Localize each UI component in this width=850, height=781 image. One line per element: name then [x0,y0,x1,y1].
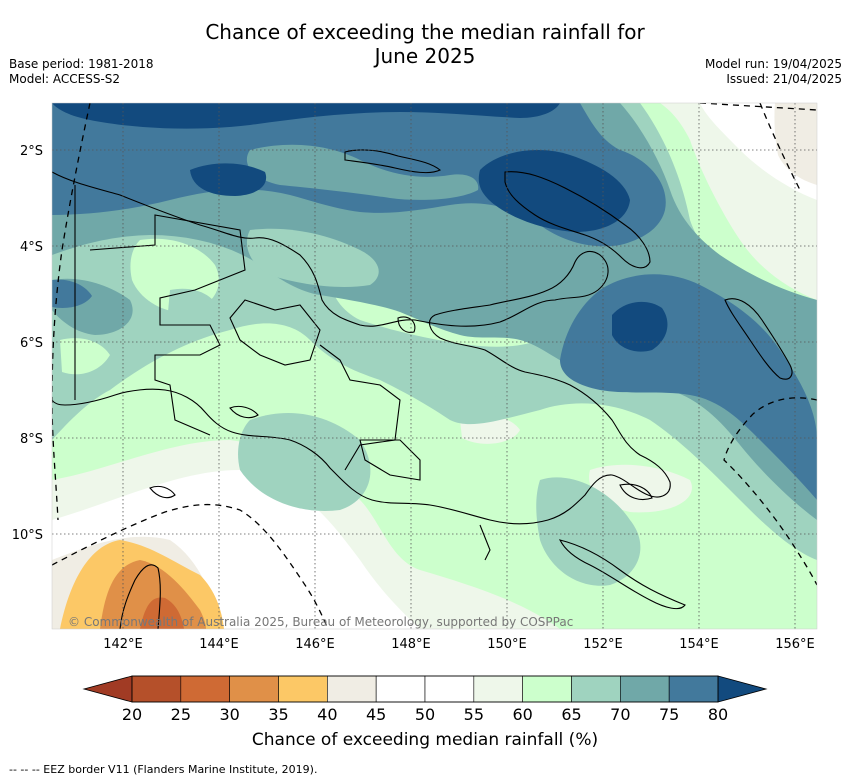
lat-label: 6°S [20,336,43,351]
title-line-1: Chance of exceeding the median rainfall … [205,20,645,44]
lon-label: 142°E [103,637,143,652]
colorbar-tick-label: 40 [317,705,337,724]
colorbar-cell [327,675,377,703]
colorbar-tick-label: 75 [659,705,679,724]
colorbar-cell [375,675,426,703]
lat-label: 8°S [20,432,43,447]
colorbar-tick-label: 70 [610,705,630,724]
colorbar-tick-label: 35 [268,705,288,724]
base-period-text: Base period: 1981-2018 [9,57,154,71]
colorbar-cell [473,675,523,703]
lat-label: 2°S [20,144,43,159]
colorbar-low-arrow [82,675,133,703]
issued-text: Issued: 21/04/2025 [726,72,842,86]
colorbar-cell [131,675,182,703]
coastline [52,149,793,629]
lon-label: 154°E [679,637,719,652]
colorbar-cell [229,675,279,703]
model-text: Model: ACCESS-S2 [9,72,121,86]
graticule [52,103,817,629]
colorbar-cell [180,675,230,703]
colorbar-label: Chance of exceeding median rainfall (%) [251,730,599,750]
lon-label: 144°E [199,637,239,652]
map-frame [51,102,818,630]
rainfall-probability-map: © Commonwealth of Australia 2025, Bureau… [52,103,817,629]
colorbar-tick-label: 50 [415,705,435,724]
colorbar-tick-label: 45 [366,705,386,724]
copyright-notice: © Commonwealth of Australia 2025, Bureau… [68,615,573,629]
lon-label: 150°E [487,637,527,652]
colorbar: 20 25 30 35 40 45 50 55 60 65 70 75 80 [82,675,768,724]
colorbar-cell [620,675,670,703]
model-run-text: Model run: 19/04/2025 [704,57,842,71]
lat-label: 10°S [12,528,43,543]
base-period-info: Base period: 1981-2018 Model: ACCESS-S2 [9,57,154,87]
colorbar-cell [424,675,475,703]
colorbar-tick-label: 55 [464,705,484,724]
colorbar-cell [571,675,621,703]
colorbar-cell [278,675,328,703]
colorbar-cell [522,675,572,703]
longitude-labels: 142°E 144°E 146°E 148°E 150°E 152°E 154°… [103,637,815,652]
eez-border [52,103,817,629]
colorbar-high-arrow [717,675,768,703]
latitude-labels: 2°S 4°S 6°S 8°S 10°S [12,144,43,543]
colorbar-tick-label: 25 [171,705,191,724]
colorbar-tick-label: 60 [512,705,532,724]
model-run-info: Model run: 19/04/2025 Issued: 21/04/2025 [705,57,842,87]
map-title: Chance of exceeding the median rainfall … [0,20,850,68]
colorbar-tick-label: 80 [708,705,728,724]
colorbar-frame [131,675,719,703]
lat-label: 4°S [20,240,43,255]
colorbar-tick-label: 65 [561,705,581,724]
colorbar-tick-label: 30 [219,705,239,724]
colorbar-cell [668,675,719,703]
lon-label: 156°E [775,637,815,652]
lon-label: 152°E [583,637,623,652]
lon-label: 148°E [391,637,431,652]
lon-label: 146°E [295,637,335,652]
title-line-2: June 2025 [374,44,476,68]
eez-footnote: -- -- -- EEZ border V11 (Flanders Marine… [9,763,318,776]
colorbar-tick-label: 20 [122,705,142,724]
